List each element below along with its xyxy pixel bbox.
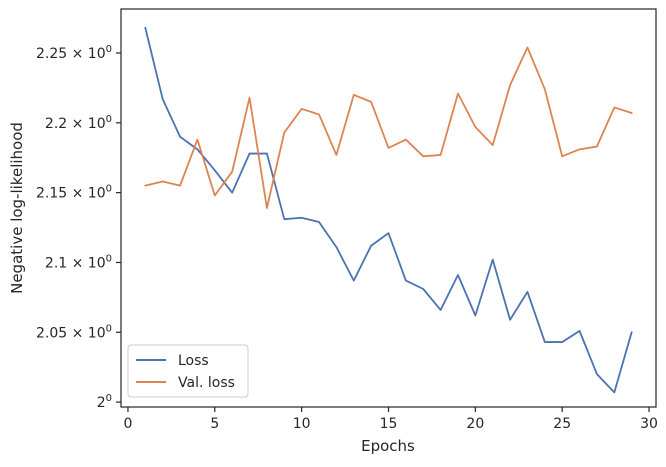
series-line-loss <box>144 26 633 394</box>
x-tick-label: 5 <box>210 416 219 432</box>
y-tick-label: 2.2 × 100 <box>45 114 112 132</box>
series-lines <box>144 26 633 394</box>
x-axis-ticks: 0 5 10 15 20 25 30 <box>123 407 658 432</box>
legend-label-loss: Loss <box>178 353 209 369</box>
x-tick-label: 20 <box>466 416 484 432</box>
x-tick-label: 10 <box>293 416 311 432</box>
y-axis-ticks: 20 2.05 × 100 2.1 × 100 2.15 × 100 2.2 × 100… <box>36 44 121 411</box>
y-axis-label: Negative log-likelihood <box>8 122 26 294</box>
x-tick-label: 15 <box>380 416 398 432</box>
legend-label-val-loss: Val. loss <box>178 375 235 391</box>
y-tick-label: 20 <box>97 393 112 411</box>
legend: Loss Val. loss <box>127 344 249 398</box>
y-tick-label: 2.25 × 100 <box>36 44 112 62</box>
x-axis-label: Epochs <box>361 437 415 455</box>
plot-area <box>120 8 657 408</box>
legend-box <box>127 344 249 398</box>
x-tick-label: 30 <box>640 416 658 432</box>
y-tick-label: 2.05 × 100 <box>36 323 112 341</box>
x-tick-label: 25 <box>553 416 571 432</box>
y-tick-label: 2.1 × 100 <box>45 253 112 271</box>
y-tick-label: 2.15 × 100 <box>36 184 112 202</box>
series-line-val-loss <box>144 46 633 209</box>
x-tick-label: 0 <box>123 416 132 432</box>
